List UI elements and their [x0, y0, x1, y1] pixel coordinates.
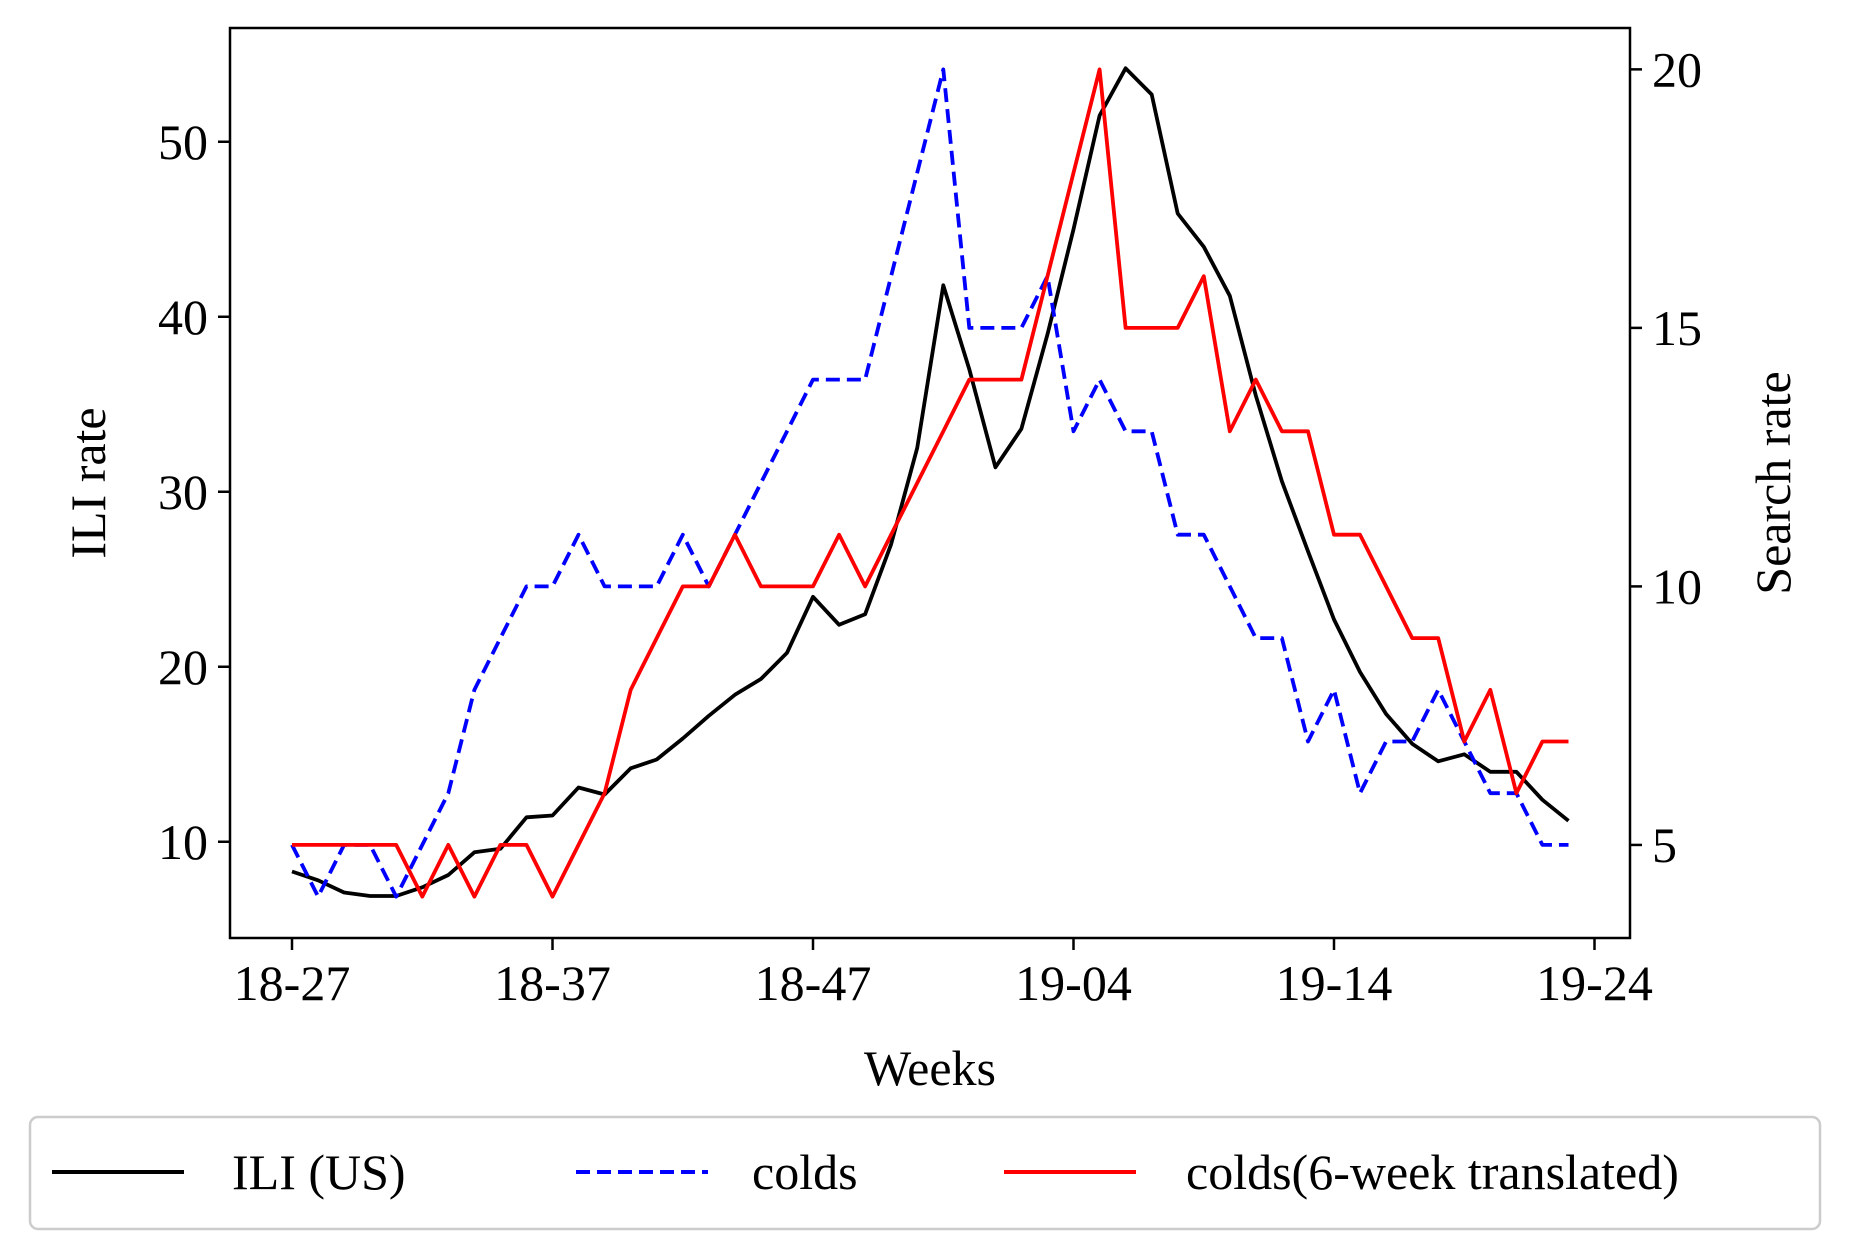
y2-tick-label: 20: [1652, 41, 1702, 97]
x-tick-label: 19-24: [1536, 955, 1653, 1011]
plot-frame: [228, 26, 1632, 940]
y-tick-label: 50: [158, 114, 208, 170]
x-tick-label: 19-14: [1276, 955, 1393, 1011]
y-axis-title: ILI rate: [60, 407, 116, 558]
y-tick-label: 40: [158, 289, 208, 345]
y-tick-label: 30: [158, 464, 208, 520]
legend: ILI (US) colds colds(6-week translated): [28, 1115, 1822, 1231]
y2-tick-label: 5: [1652, 817, 1677, 873]
series-layer: [290, 66, 1570, 899]
x-axis-title: Weeks: [864, 1040, 996, 1096]
series-line-1: [291, 66, 1570, 898]
series-line-2: [290, 67, 1569, 899]
legend-label-1: ILI (US): [232, 1144, 406, 1200]
y2-axis-title: Search rate: [1745, 371, 1801, 594]
x-tick-label: 18-27: [234, 955, 351, 1011]
x-axis: 18-27 18-37 18-47 19-04 19-14 19-24: [234, 938, 1653, 1011]
y2-tick-label: 10: [1652, 558, 1702, 614]
legend-label-2: colds: [752, 1144, 858, 1200]
legend-label-3: colds(6-week translated): [1186, 1144, 1679, 1200]
x-tick-label: 19-04: [1015, 955, 1132, 1011]
y-tick-label: 20: [158, 639, 208, 695]
y2-tick-label: 15: [1652, 300, 1702, 356]
legend-box: [28, 1115, 1822, 1231]
y-axis-left: 10 20 30 40 50: [158, 114, 230, 870]
series-line-3: [292, 67, 1569, 899]
y-tick-label: 10: [158, 814, 208, 870]
x-tick-label: 18-47: [755, 955, 872, 1011]
y-axis-right: 5 10 15 20: [1630, 41, 1702, 873]
x-tick-label: 18-37: [494, 955, 611, 1011]
